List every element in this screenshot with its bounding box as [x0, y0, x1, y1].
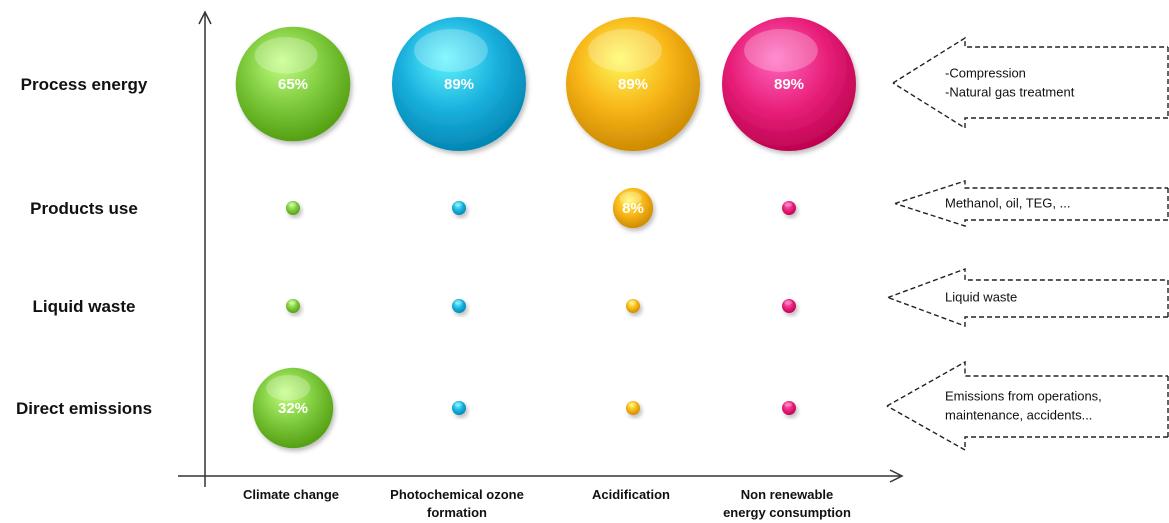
callout-emissions-from-operations-maintenance-accidents-arrow	[886, 360, 1168, 452]
bubble-process-energy-photochemical-ozone-formation-highlight	[414, 29, 488, 72]
bubble-direct-emissions-climate-change-label: 32%	[278, 400, 308, 417]
bubble-products-use-climate-change-highlight	[288, 202, 297, 207]
bubble-direct-emissions-climate-change-highlight	[266, 375, 311, 401]
bubble-process-energy-photochemical-ozone-formation-label: 89%	[444, 76, 474, 93]
bubble-direct-emissions-acidification-highlight	[628, 402, 637, 407]
callout-emissions-from-operations-maintenance-accidents-text: Emissions from operations, maintenance, a…	[945, 389, 1102, 423]
bubble-direct-emissions-non-renewable-energy-consumption	[782, 401, 796, 415]
chart-axes	[178, 10, 904, 487]
row-labels: Process energy Products use Liquid waste Di…	[16, 75, 152, 418]
row-label-direct-emissions: Direct emissions	[16, 399, 152, 418]
bubble-process-energy-non-renewable-energy-consumption	[722, 17, 856, 151]
bubble-liquid-waste-acidification	[626, 299, 640, 313]
callouts: -Compression -Natural gas treatment Methan…	[886, 36, 1169, 452]
bubble-process-energy-acidification-highlight	[588, 29, 662, 72]
column-label-acidification: Acidification	[592, 487, 670, 502]
bubble-liquid-waste-climate-change	[286, 299, 300, 313]
bubble-direct-emissions-acidification	[626, 401, 640, 415]
bubble-direct-emissions-photochemical-ozone-formation	[452, 401, 466, 415]
column-label-photochemical-ozone-formation: Photochemical ozone formation	[390, 487, 524, 520]
bubbles: 65% 32% 89% 89% 8% 89%	[235, 17, 856, 449]
bubble-process-energy-non-renewable-energy-consumption-label: 89%	[774, 76, 804, 93]
row-label-liquid-waste: Liquid waste	[33, 297, 136, 316]
bubble-process-energy-photochemical-ozone-formation	[392, 17, 526, 151]
bubble-products-use-non-renewable-energy-consumption-highlight	[784, 202, 793, 207]
bubble-process-energy-acidification-label: 89%	[618, 76, 648, 93]
callout-liquid-waste-text: Liquid waste	[945, 290, 1017, 305]
bubble-liquid-waste-acidification-highlight	[628, 300, 637, 305]
bubble-products-use-climate-change	[286, 201, 300, 215]
y-axis-arrow	[198, 10, 212, 25]
bubble-liquid-waste-photochemical-ozone-formation-highlight	[454, 300, 463, 305]
bubble-process-energy-non-renewable-energy-consumption-highlight	[744, 29, 818, 72]
column-label-non-renewable-energy-consumption: Non renewable energy consumption	[723, 487, 851, 520]
callout-methanol-oil-teg-text: Methanol, oil, TEG, ...	[945, 196, 1070, 211]
x-axis-arrow	[889, 469, 904, 483]
callout-liquid-waste-arrow	[887, 267, 1168, 328]
bubble-products-use-acidification	[612, 187, 654, 229]
bubble-liquid-waste-photochemical-ozone-formation	[452, 299, 466, 313]
column-label-climate-change: Climate change	[243, 487, 339, 502]
bubble-liquid-waste-non-renewable-energy-consumption-highlight	[784, 300, 793, 305]
bubble-direct-emissions-climate-change	[252, 367, 334, 449]
column-labels: Climate change Photochemical ozone formati…	[243, 487, 851, 520]
bubble-process-energy-climate-change-highlight	[254, 37, 318, 74]
bubble-products-use-photochemical-ozone-formation-highlight	[454, 202, 463, 207]
bubble-process-energy-climate-change	[235, 26, 351, 142]
callout-methanol-oil-teg-arrow	[894, 180, 1168, 227]
bubble-products-use-acidification-highlight	[619, 191, 642, 205]
callout-compression-natural-gas-treatment-text: -Compression -Natural gas treatment	[945, 66, 1075, 100]
bubble-direct-emissions-non-renewable-energy-consumption-highlight	[784, 402, 793, 407]
bubble-direct-emissions-photochemical-ozone-formation-highlight	[454, 402, 463, 407]
bubble-products-use-acidification-label: 8%	[622, 200, 644, 217]
row-label-process-energy: Process energy	[21, 75, 148, 94]
bubble-liquid-waste-non-renewable-energy-consumption	[782, 299, 796, 313]
bubble-products-use-photochemical-ozone-formation	[452, 201, 466, 215]
bubble-process-energy-acidification	[566, 17, 700, 151]
bubble-process-energy-climate-change-label: 65%	[278, 76, 308, 93]
bubble-products-use-non-renewable-energy-consumption	[782, 201, 796, 215]
bubble-liquid-waste-climate-change-highlight	[288, 300, 297, 305]
row-label-products-use: Products use	[30, 199, 138, 218]
callout-compression-natural-gas-treatment-arrow	[892, 36, 1168, 130]
